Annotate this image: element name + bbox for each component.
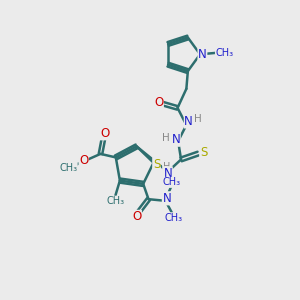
Text: CH₃: CH₃	[163, 177, 181, 188]
Text: O: O	[79, 154, 88, 167]
Text: O: O	[154, 95, 163, 109]
Text: N: N	[164, 167, 172, 180]
Text: S: S	[153, 158, 160, 171]
Text: S: S	[200, 146, 207, 159]
Text: N: N	[184, 115, 193, 128]
Text: O: O	[132, 210, 141, 224]
Text: CH₃: CH₃	[215, 48, 234, 58]
Text: N: N	[171, 133, 180, 146]
Text: N: N	[162, 192, 171, 205]
Text: H: H	[194, 113, 201, 124]
Text: CH₃: CH₃	[106, 196, 124, 206]
Text: H: H	[162, 133, 169, 143]
Text: O: O	[100, 127, 110, 140]
Text: CH₃: CH₃	[59, 163, 77, 173]
Text: CH₃: CH₃	[164, 213, 182, 223]
Text: H: H	[163, 162, 170, 172]
Text: N: N	[198, 48, 207, 61]
